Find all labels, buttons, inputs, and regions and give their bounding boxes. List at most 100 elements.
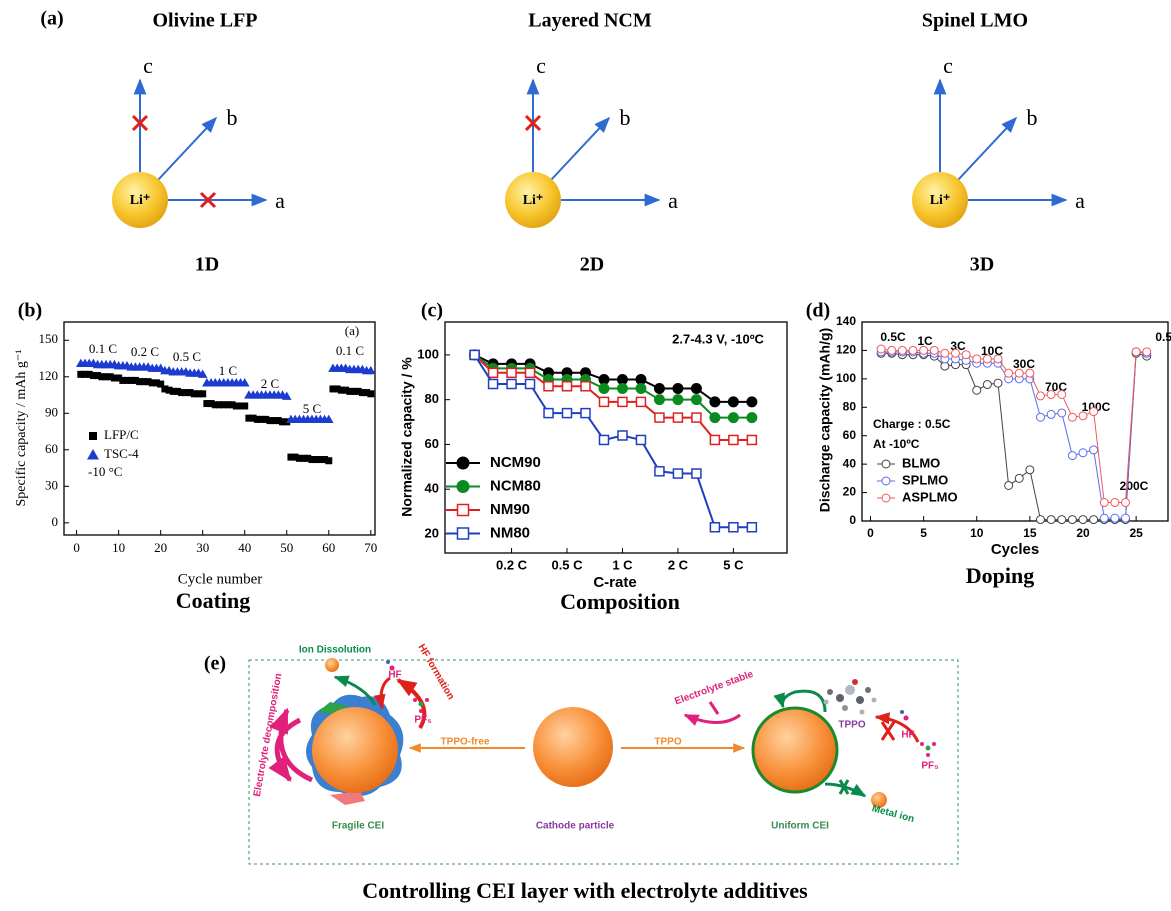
data-point bbox=[232, 402, 240, 410]
arrow bbox=[333, 675, 377, 706]
x-axis-label: Cycles bbox=[991, 541, 1039, 558]
data-point bbox=[972, 385, 982, 395]
block-mark bbox=[880, 721, 896, 741]
data-point bbox=[279, 418, 287, 426]
y-tick-label: 0 bbox=[849, 513, 856, 527]
annotation: 0.5C bbox=[1155, 330, 1171, 344]
panel-label: (c) bbox=[421, 300, 443, 322]
x-tick-label: 0.5 C bbox=[551, 557, 583, 572]
data-point bbox=[1089, 407, 1099, 417]
data-point bbox=[312, 456, 320, 464]
data-point bbox=[237, 402, 245, 410]
caption: Coating bbox=[176, 588, 251, 613]
x-tick-label: 0.2 C bbox=[496, 557, 528, 572]
data-point bbox=[365, 365, 376, 375]
data-point bbox=[1036, 391, 1045, 401]
uniform-particle bbox=[751, 706, 839, 794]
data-point bbox=[616, 382, 628, 394]
data-point bbox=[358, 389, 366, 397]
data-point bbox=[157, 380, 165, 388]
data-point bbox=[672, 394, 684, 406]
data-point bbox=[672, 468, 684, 479]
data-point bbox=[1004, 480, 1014, 490]
y-axis-label: Specific capacity / mAh g⁻¹ bbox=[14, 350, 29, 507]
series-line bbox=[473, 354, 752, 529]
legend-label: NM80 bbox=[490, 524, 530, 541]
data-point bbox=[1025, 368, 1035, 378]
x-tick-label: 30 bbox=[196, 540, 209, 555]
data-point bbox=[929, 345, 939, 355]
data-point bbox=[1014, 473, 1024, 483]
legend-label: TSC-4 bbox=[104, 446, 139, 461]
x-tick-label: 20 bbox=[1076, 526, 1090, 540]
data-point bbox=[524, 378, 536, 390]
blocked-mark bbox=[199, 191, 217, 209]
data-point bbox=[672, 412, 684, 423]
legend-marker bbox=[881, 476, 891, 486]
data-point bbox=[239, 378, 250, 387]
data-point bbox=[524, 367, 536, 379]
arrow bbox=[683, 713, 741, 726]
y-tick-label: 30 bbox=[45, 477, 58, 492]
label: TPPO-free bbox=[441, 737, 490, 748]
block-mark bbox=[838, 779, 850, 795]
data-point bbox=[543, 407, 554, 419]
data-point bbox=[728, 434, 739, 446]
data-point bbox=[1036, 515, 1045, 525]
legend-marker bbox=[881, 459, 891, 469]
x-tick-label: 15 bbox=[1023, 526, 1037, 540]
axis-arrow bbox=[157, 116, 218, 181]
annotation: 200C bbox=[1120, 479, 1149, 493]
data-point bbox=[635, 434, 647, 446]
data-point bbox=[653, 394, 665, 406]
label: Cathode particle bbox=[536, 821, 615, 832]
label: TPPO bbox=[838, 720, 865, 731]
annotation: 0.5 C bbox=[173, 349, 201, 364]
data-point bbox=[165, 386, 173, 394]
data-point bbox=[709, 396, 721, 408]
data-point bbox=[245, 414, 253, 422]
data-point bbox=[350, 387, 358, 395]
data-point bbox=[951, 348, 960, 358]
data-point bbox=[182, 389, 190, 397]
data-point bbox=[308, 456, 316, 464]
data-point bbox=[258, 415, 266, 423]
plot-frame bbox=[444, 321, 788, 554]
data-point bbox=[144, 378, 152, 386]
label: HF bbox=[901, 730, 914, 741]
data-point bbox=[190, 390, 198, 398]
data-point bbox=[224, 401, 232, 409]
data-point bbox=[1067, 515, 1077, 525]
data-point bbox=[580, 380, 591, 392]
data-point bbox=[323, 414, 334, 423]
annotation: 1C bbox=[917, 334, 933, 348]
data-point bbox=[194, 390, 202, 398]
data-point bbox=[709, 434, 721, 446]
data-point bbox=[1142, 347, 1152, 357]
series-line bbox=[473, 354, 752, 419]
data-point bbox=[77, 370, 85, 378]
annotation: 0.2 C bbox=[131, 344, 159, 359]
chart: 0.2 C 0.5 C 1 C 2 C 5 C 20 40 60 80 100 C-rate Norm… bbox=[399, 321, 788, 591]
y-tick-label: 0 bbox=[52, 514, 59, 529]
data-point bbox=[85, 370, 93, 378]
data-point bbox=[709, 412, 721, 424]
data-point bbox=[115, 374, 123, 382]
axis-letter: a bbox=[275, 188, 285, 213]
dimension: 2D bbox=[580, 254, 604, 276]
x-tick-label: 50 bbox=[280, 540, 293, 555]
data-point bbox=[329, 385, 337, 393]
data-point bbox=[1121, 513, 1130, 523]
data-point bbox=[1067, 412, 1077, 422]
pf5-molecule bbox=[413, 698, 429, 713]
data-point bbox=[98, 373, 106, 381]
series-line bbox=[474, 354, 752, 403]
axis-letter: b bbox=[227, 105, 238, 130]
ion-label: Li⁺ bbox=[523, 193, 544, 208]
data-point bbox=[316, 456, 324, 464]
data-point bbox=[1099, 498, 1109, 508]
data-point bbox=[672, 382, 684, 394]
data-point bbox=[1046, 515, 1056, 525]
data-point bbox=[1004, 368, 1014, 378]
annotation: 0.5C bbox=[880, 330, 906, 344]
